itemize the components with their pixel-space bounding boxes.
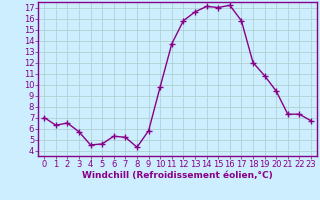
X-axis label: Windchill (Refroidissement éolien,°C): Windchill (Refroidissement éolien,°C) — [82, 171, 273, 180]
